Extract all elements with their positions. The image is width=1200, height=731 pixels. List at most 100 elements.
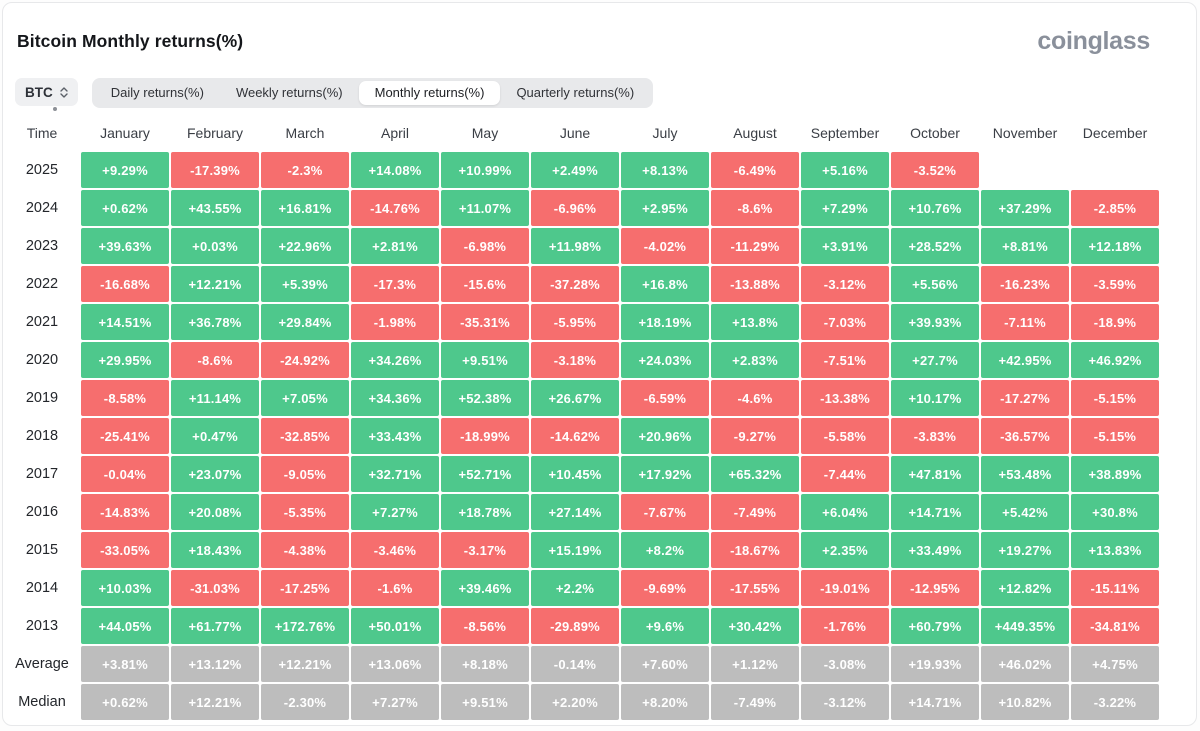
- month-header-august: August: [733, 125, 777, 141]
- return-cell: +39.63%: [81, 228, 169, 264]
- symbol-select[interactable]: BTC: [15, 78, 78, 106]
- row-label: 2025: [25, 162, 59, 178]
- return-cell: -1.98%: [351, 304, 439, 340]
- return-cell: -32.85%: [261, 418, 349, 454]
- month-header-october: October: [910, 125, 960, 141]
- return-cell: -18.99%: [441, 418, 529, 454]
- return-cell: -5.58%: [801, 418, 889, 454]
- table-row: Average +3.81% +13.12% +12.21% +13.06% +8.18%…: [5, 646, 1196, 682]
- returns-tabs: Daily returns(%) Weekly returns(%) Monthly…: [91, 78, 654, 108]
- return-cell: +26.67%: [531, 380, 619, 416]
- return-cell: -17.25%: [261, 570, 349, 606]
- return-cell: +16.8%: [621, 266, 709, 302]
- table-row: 2023 +39.63% +0.03% +22.96% +2.81% -6.98% +11.…: [5, 228, 1196, 264]
- row-label: Median: [18, 694, 66, 710]
- month-header-april: April: [380, 125, 409, 141]
- return-cell: +47.81%: [891, 456, 979, 492]
- return-cell: +13.06%: [351, 646, 439, 682]
- table-row: Median +0.62% +12.21% -2.30% +7.27% +9.51% +2.…: [5, 684, 1196, 720]
- return-cell: -4.02%: [621, 228, 709, 264]
- return-cell: +2.95%: [621, 190, 709, 226]
- return-cell: +24.03%: [621, 342, 709, 378]
- return-cell: +14.71%: [891, 494, 979, 530]
- return-cell: +172.76%: [261, 608, 349, 644]
- return-cell: +60.79%: [891, 608, 979, 644]
- return-cell: -3.17%: [441, 532, 529, 568]
- return-cell: +39.46%: [441, 570, 529, 606]
- table-row: 2022 -16.68% +12.21% +5.39% -17.3% -15.6% -37.…: [5, 266, 1196, 302]
- return-cell: +10.17%: [891, 380, 979, 416]
- table-row: 2013 +44.05% +61.77% +172.76% +50.01% -8.56% -…: [5, 608, 1196, 644]
- return-cell: +9.51%: [441, 684, 529, 720]
- return-cell: +10.03%: [81, 570, 169, 606]
- return-cell: +5.39%: [261, 266, 349, 302]
- return-cell: +52.38%: [441, 380, 529, 416]
- return-cell: -3.08%: [801, 646, 889, 682]
- return-cell: -6.98%: [441, 228, 529, 264]
- return-cell: +1.12%: [711, 646, 799, 682]
- return-cell: -2.3%: [261, 152, 349, 188]
- return-cell: -34.81%: [1071, 608, 1159, 644]
- row-label: 2016: [25, 504, 59, 520]
- row-label: 2024: [25, 200, 59, 216]
- return-cell: -16.23%: [981, 266, 1069, 302]
- row-label: 2019: [25, 390, 59, 406]
- return-cell: -3.46%: [351, 532, 439, 568]
- tab-quarterly-returns[interactable]: Quarterly returns(%): [500, 81, 650, 105]
- return-cell: -18.67%: [711, 532, 799, 568]
- return-cell: +34.36%: [351, 380, 439, 416]
- tab-daily-returns[interactable]: Daily returns(%): [95, 81, 220, 105]
- return-cell: -31.03%: [171, 570, 259, 606]
- return-cell: -5.15%: [1071, 380, 1159, 416]
- return-cell: +27.14%: [531, 494, 619, 530]
- coinglass-logo: coinglass: [1037, 27, 1150, 55]
- return-cell: +7.60%: [621, 646, 709, 682]
- return-cell: +5.56%: [891, 266, 979, 302]
- row-label: 2013: [25, 618, 59, 634]
- return-cell: +28.52%: [891, 228, 979, 264]
- return-cell: -8.58%: [81, 380, 169, 416]
- return-cell: -7.49%: [711, 494, 799, 530]
- return-cell: -2.30%: [261, 684, 349, 720]
- tab-weekly-returns[interactable]: Weekly returns(%): [220, 81, 359, 105]
- return-cell: +19.27%: [981, 532, 1069, 568]
- return-cell: -1.6%: [351, 570, 439, 606]
- page-title: Bitcoin Monthly returns(%): [17, 31, 244, 51]
- return-cell: +8.13%: [621, 152, 709, 188]
- return-cell: -16.68%: [81, 266, 169, 302]
- return-cell: +17.92%: [621, 456, 709, 492]
- return-cell: +8.18%: [441, 646, 529, 682]
- return-cell: +18.78%: [441, 494, 529, 530]
- empty-cell: [981, 152, 1069, 188]
- return-cell: +4.75%: [1071, 646, 1159, 682]
- return-cell: -25.41%: [81, 418, 169, 454]
- return-cell: +11.07%: [441, 190, 529, 226]
- return-cell: -33.05%: [81, 532, 169, 568]
- return-cell: +2.81%: [351, 228, 439, 264]
- return-cell: +39.93%: [891, 304, 979, 340]
- return-cell: +5.16%: [801, 152, 889, 188]
- return-cell: +7.05%: [261, 380, 349, 416]
- return-cell: +12.18%: [1071, 228, 1159, 264]
- return-cell: -3.12%: [801, 684, 889, 720]
- return-cell: +5.42%: [981, 494, 1069, 530]
- table-row: 2020 +29.95% -8.6% -24.92% +34.26% +9.51% -3.1…: [5, 342, 1196, 378]
- return-cell: -1.76%: [801, 608, 889, 644]
- return-cell: +2.2%: [531, 570, 619, 606]
- return-cell: -17.3%: [351, 266, 439, 302]
- return-cell: +46.92%: [1071, 342, 1159, 378]
- table-row: 2017 -0.04% +23.07% -9.05% +32.71% +52.71% +10…: [5, 456, 1196, 492]
- return-cell: +0.62%: [81, 684, 169, 720]
- months-header: Time January February March April May June July…: [5, 122, 1196, 144]
- time-header: Time: [26, 125, 58, 141]
- return-cell: -17.55%: [711, 570, 799, 606]
- return-cell: -9.05%: [261, 456, 349, 492]
- return-cell: +12.21%: [261, 646, 349, 682]
- return-cell: -37.28%: [531, 266, 619, 302]
- return-cell: +6.04%: [801, 494, 889, 530]
- return-cell: +52.71%: [441, 456, 529, 492]
- tab-monthly-returns[interactable]: Monthly returns(%): [358, 81, 501, 105]
- table-row: 2019 -8.58% +11.14% +7.05% +34.36% +52.38% +26…: [5, 380, 1196, 416]
- return-cell: +10.45%: [531, 456, 619, 492]
- return-cell: -11.29%: [711, 228, 799, 264]
